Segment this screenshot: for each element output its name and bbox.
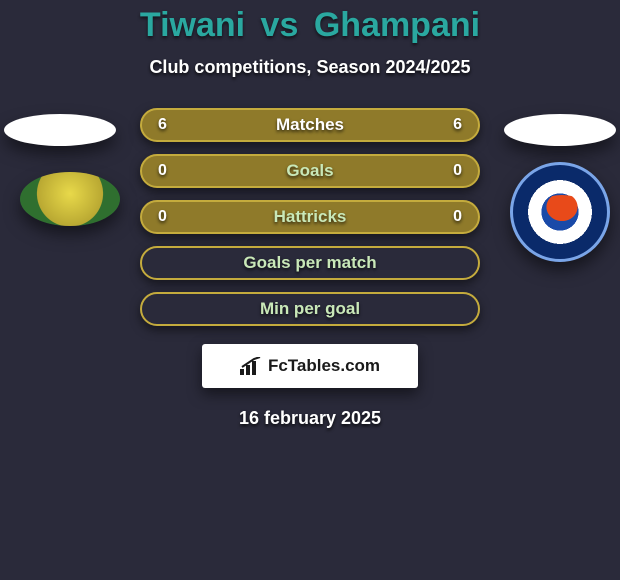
brand-text: FcTables.com — [268, 356, 380, 376]
stat-label: Hattricks — [142, 207, 478, 227]
stat-value-right: 6 — [453, 116, 462, 134]
stat-label: Matches — [142, 115, 478, 135]
player-avatar-right — [504, 114, 616, 146]
title-left: Tiwani — [140, 6, 245, 44]
club-crest-right — [510, 162, 610, 262]
stat-bar: Min per goal — [140, 292, 480, 326]
title-vs: vs — [261, 6, 299, 44]
stat-value-left: 0 — [158, 162, 167, 180]
stat-value-right: 0 — [453, 208, 462, 226]
stat-label: Goals — [142, 161, 478, 181]
stat-bar: Goals per match — [140, 246, 480, 280]
player-avatar-left — [4, 114, 116, 146]
stat-bar: 0Goals0 — [140, 154, 480, 188]
stat-label: Min per goal — [142, 299, 478, 319]
date-label: 16 february 2025 — [0, 408, 620, 429]
stat-bar: 0Hattricks0 — [140, 200, 480, 234]
chart-icon — [240, 357, 262, 375]
title-right: Ghampani — [314, 6, 480, 44]
brand-badge: FcTables.com — [202, 344, 418, 388]
stat-value-right: 0 — [453, 162, 462, 180]
stat-bars: 6Matches60Goals00Hattricks0Goals per mat… — [140, 108, 480, 326]
comparison-panel: 6Matches60Goals00Hattricks0Goals per mat… — [0, 108, 620, 429]
stat-value-left: 6 — [158, 116, 167, 134]
stat-bar: 6Matches6 — [140, 108, 480, 142]
page-title: Tiwani vs Ghampani — [0, 0, 620, 45]
stat-label: Goals per match — [142, 253, 478, 273]
stat-value-left: 0 — [158, 208, 167, 226]
subtitle: Club competitions, Season 2024/2025 — [0, 57, 620, 78]
club-crest-left — [20, 172, 120, 226]
